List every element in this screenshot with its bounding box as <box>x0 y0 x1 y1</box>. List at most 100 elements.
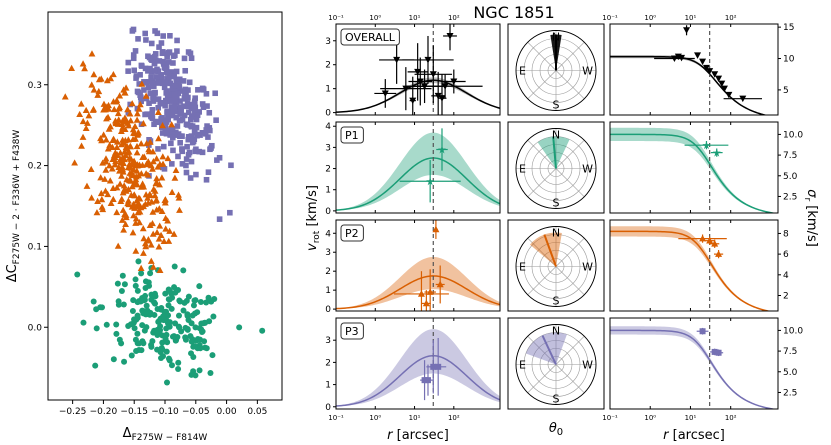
scatter-point-P2 <box>133 110 141 117</box>
x-tick-label: 10¹ <box>685 414 697 422</box>
data-point <box>706 236 714 244</box>
scatter-point-P3 <box>152 68 158 74</box>
scatter-point-P3 <box>203 127 210 133</box>
scatter-point-P1 <box>165 312 172 319</box>
scatter-point-P3 <box>171 89 178 96</box>
polar-spoke <box>527 364 557 393</box>
model-band <box>336 329 500 407</box>
scatter-point-P2 <box>147 257 155 264</box>
scatter-point-P3 <box>133 73 140 79</box>
scatter-point-P1 <box>168 362 175 369</box>
scatter-point-P1 <box>132 276 139 283</box>
y-tick-label: 2 <box>325 267 331 277</box>
scatter-point-P2 <box>102 106 109 113</box>
scatter-point-P2 <box>146 191 153 198</box>
data-point <box>699 328 706 335</box>
compass-w: W <box>582 359 593 372</box>
scatter-point-P2 <box>149 263 157 270</box>
scatter-point-P2 <box>115 163 123 170</box>
scatter-point-P3 <box>158 40 165 46</box>
scatter-point-P1 <box>196 283 203 290</box>
data-point <box>706 68 714 75</box>
scatter-point-P1 <box>175 359 182 366</box>
compass-s: S <box>553 393 560 406</box>
polar-panel-P3: N E S W <box>507 317 605 410</box>
scatter-point-P3 <box>206 109 213 116</box>
top-x-tick-label: 10² <box>448 14 460 22</box>
scatter-point-P1 <box>156 318 163 325</box>
scatter-point-P3 <box>149 106 156 113</box>
scatter-point-P1 <box>148 343 155 350</box>
scatter-point-P3 <box>164 108 171 115</box>
scatter-point-P1 <box>80 319 87 326</box>
scatter-point-P3 <box>164 53 170 60</box>
scatter-point-P2 <box>140 183 148 190</box>
scatter-point-P1 <box>121 358 128 365</box>
scatter-point-P3 <box>165 49 172 56</box>
x-axis-label: r [arcsec] <box>663 428 725 443</box>
top-x-tick-label: 10⁰ <box>644 14 656 22</box>
y-tick-label: 1 <box>325 286 331 296</box>
scatter-point-P2 <box>149 230 157 237</box>
scatter-point-P1 <box>175 366 182 373</box>
scatter-point-P3 <box>156 58 163 64</box>
scatter-point-P1 <box>90 298 97 305</box>
scatter-point-P3 <box>153 74 160 80</box>
scatter-point-P3 <box>155 68 162 74</box>
polar-spoke <box>527 42 557 71</box>
y-tick-label: 2 <box>325 61 331 71</box>
data-point <box>429 71 437 78</box>
scatter-point-P1 <box>188 320 195 327</box>
scatter-point-P2 <box>119 206 127 213</box>
scatter-point-P3 <box>192 127 198 133</box>
scatter-point-P2 <box>71 159 79 166</box>
scatter-point-P2 <box>137 140 145 147</box>
scatter-point-P2 <box>133 116 141 123</box>
scatter-point-P2 <box>133 149 141 156</box>
scatter-point-P3 <box>193 146 199 153</box>
scatter-point-P1 <box>133 316 140 323</box>
scatter-point-P3 <box>183 121 190 128</box>
scatter-point-P2 <box>126 110 134 117</box>
scatter-point-P3 <box>181 112 188 119</box>
scatter-point-P3 <box>183 162 189 169</box>
scatter-point-P2 <box>90 71 98 78</box>
x-tick-label: 10¹ <box>409 414 421 422</box>
scatter-point-P3 <box>188 105 195 112</box>
data-point <box>670 55 678 63</box>
scatter-point-P3 <box>216 216 223 222</box>
scatter-point-P2 <box>98 203 106 210</box>
scatter-point-P3 <box>155 96 162 102</box>
scatter-point-P3 <box>130 55 137 62</box>
dispersion-panel-OVERALL: 5 10 15 <box>609 23 795 116</box>
scatter-point-P2 <box>121 148 128 155</box>
polar-spoke <box>527 238 557 267</box>
scatter-point-P3 <box>168 125 175 132</box>
scatter-point-P3 <box>125 109 132 116</box>
top-x-tick-label: 10¹ <box>409 14 421 22</box>
scatter-point-P1 <box>203 345 210 352</box>
angle-line <box>543 234 557 267</box>
scatter-point-P3 <box>145 79 152 85</box>
polar-spoke <box>555 336 585 365</box>
scatter-point-P1 <box>203 299 210 306</box>
scatter-point-P2 <box>112 158 119 165</box>
scatter-point-P3 <box>166 91 172 98</box>
scatter-point-P2 <box>100 131 108 138</box>
scatter-point-P1 <box>165 296 172 303</box>
scatter-point-P2 <box>154 108 162 116</box>
scatter-point-P3 <box>147 90 154 96</box>
scatter-point-P2 <box>113 138 121 145</box>
data-point <box>422 299 430 307</box>
scatter-point-P2 <box>159 153 167 160</box>
scatter-point-P3 <box>185 136 192 143</box>
scatter-point-P2 <box>97 134 104 142</box>
scatter-point-P3 <box>145 84 152 91</box>
scatter-point-P3 <box>132 48 139 54</box>
scatter-point-P2 <box>61 93 69 100</box>
chromosome-map-plot: −0.25 −0.20 −0.15 −0.10 −0.05 0.00 0.05 0.0 0.1 0… <box>5 11 283 443</box>
scatter-point-P3 <box>179 161 186 167</box>
scatter-point-P2 <box>117 155 124 162</box>
scatter-point-P1 <box>164 379 171 386</box>
scatter-point-P3 <box>203 176 210 183</box>
